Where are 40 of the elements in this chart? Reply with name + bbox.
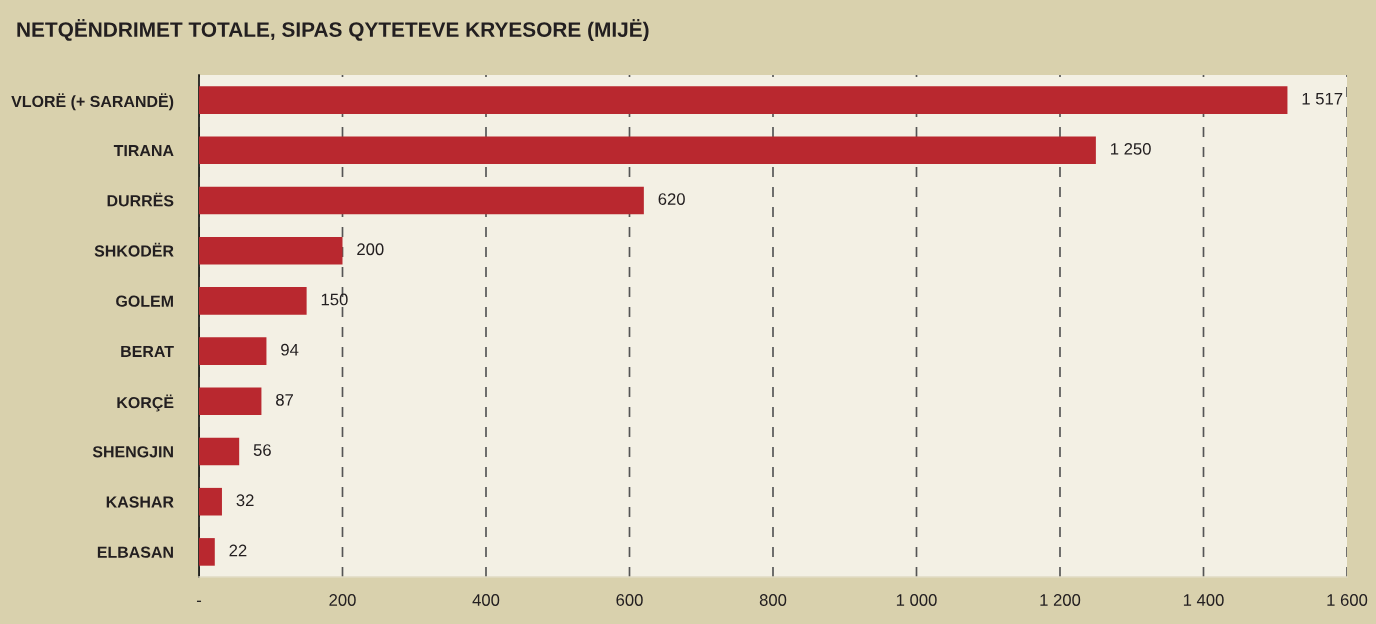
x-tick-label: 1 600 bbox=[1327, 594, 1368, 606]
x-tick-label: 600 bbox=[616, 594, 643, 606]
y-tick-label: BERAT bbox=[121, 345, 174, 357]
x-tick-label: 400 bbox=[472, 594, 500, 606]
bar bbox=[199, 287, 307, 315]
x-tick-label: 1 400 bbox=[1183, 594, 1224, 606]
x-tick-label: 800 bbox=[759, 594, 787, 606]
data-label: 87 bbox=[276, 393, 294, 406]
y-tick-label: SHKODËR bbox=[94, 242, 174, 257]
y-tick-label: ELBASAN bbox=[97, 546, 173, 558]
bar bbox=[199, 236, 343, 265]
bar bbox=[199, 186, 644, 215]
chart-title: NETQËNDRIMET TOTALE, SIPAS QYTETEVE KRYESORE (MIJË) bbox=[17, 18, 649, 42]
y-tick-label: GOLEM bbox=[116, 295, 173, 307]
bar bbox=[199, 86, 1288, 114]
x-tick-label: 1 200 bbox=[1040, 594, 1081, 606]
data-label: 1 517 bbox=[1302, 92, 1343, 105]
x-tick-label: 1 000 bbox=[896, 594, 937, 606]
bar bbox=[199, 337, 267, 365]
x-tick-label: - bbox=[196, 600, 202, 602]
bar bbox=[199, 487, 222, 516]
y-tick-label: DURRËS bbox=[107, 192, 174, 207]
bar bbox=[199, 538, 215, 566]
data-label: 22 bbox=[229, 544, 247, 557]
data-label: 200 bbox=[357, 243, 384, 256]
data-label: 620 bbox=[658, 193, 685, 205]
bar bbox=[199, 387, 262, 416]
y-tick-label: VLORË (+ SARANDË) bbox=[11, 93, 174, 111]
data-label: 150 bbox=[321, 293, 348, 306]
y-tick-label: KORÇË bbox=[117, 394, 174, 412]
y-tick-label: KASHAR bbox=[106, 496, 174, 508]
data-label: 94 bbox=[281, 343, 299, 356]
y-tick-label: SHENGJIN bbox=[92, 446, 173, 458]
bar bbox=[199, 136, 1096, 165]
data-label: 32 bbox=[236, 494, 254, 507]
x-tick-label: 200 bbox=[329, 594, 356, 606]
bar bbox=[199, 437, 240, 466]
data-label: 56 bbox=[253, 444, 271, 456]
y-tick-label: TIRANA bbox=[113, 145, 174, 157]
data-label: 1 250 bbox=[1111, 142, 1151, 155]
